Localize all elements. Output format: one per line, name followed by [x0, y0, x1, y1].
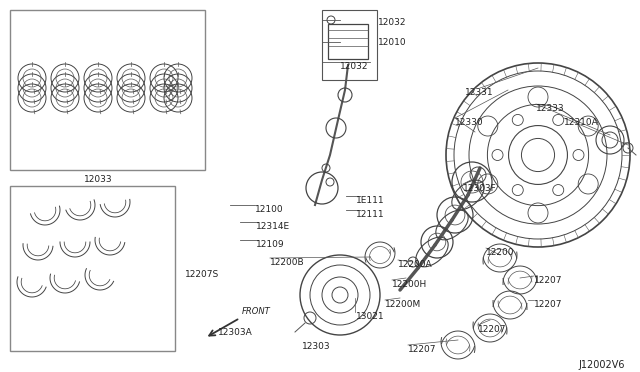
Text: 12207: 12207 — [408, 345, 436, 354]
Bar — [328, 24, 368, 59]
Bar — [322, 10, 377, 80]
Text: 12109: 12109 — [256, 240, 285, 249]
Text: 12200B: 12200B — [270, 258, 305, 267]
Text: 13021: 13021 — [356, 312, 385, 321]
Text: 12207: 12207 — [478, 325, 506, 334]
Text: 12303F: 12303F — [463, 184, 497, 193]
Text: J12002V6: J12002V6 — [578, 360, 625, 370]
Text: 12207: 12207 — [534, 300, 563, 309]
Text: 12333: 12333 — [536, 104, 564, 113]
Text: 12200A: 12200A — [398, 260, 433, 269]
Text: 12303A: 12303A — [218, 328, 253, 337]
Text: 1E111: 1E111 — [356, 196, 385, 205]
Text: 12032: 12032 — [378, 18, 406, 27]
Text: 12200M: 12200M — [385, 300, 421, 309]
Text: FRONT: FRONT — [242, 307, 271, 316]
Text: 12330: 12330 — [455, 118, 484, 127]
Text: 12111: 12111 — [356, 210, 385, 219]
Text: 12032: 12032 — [340, 62, 369, 71]
Text: 12200: 12200 — [486, 248, 515, 257]
Text: 12303: 12303 — [302, 342, 331, 351]
Text: 12100: 12100 — [255, 205, 284, 214]
Text: 12310A: 12310A — [564, 118, 599, 127]
Text: 12200H: 12200H — [392, 280, 428, 289]
Text: 12314E: 12314E — [256, 222, 290, 231]
Text: 12010: 12010 — [378, 38, 406, 47]
Text: 12207S: 12207S — [185, 270, 220, 279]
Bar — [10, 186, 175, 351]
Text: 12207: 12207 — [534, 276, 563, 285]
Text: 12033: 12033 — [84, 175, 112, 184]
Text: 12331: 12331 — [465, 88, 493, 97]
Bar — [10, 10, 205, 170]
